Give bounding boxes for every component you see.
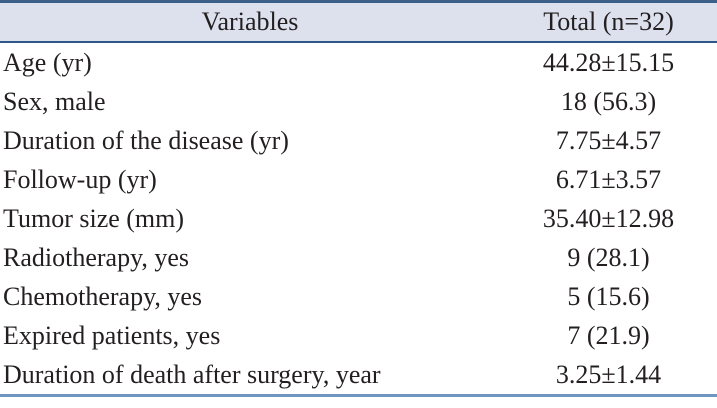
variable-value: 7 (21.9) bbox=[567, 320, 650, 350]
table-header-row: Variables Total (n=32) bbox=[0, 0, 717, 43]
variable-label: Chemotherapy, yes bbox=[3, 281, 203, 311]
variable-value: 3.25±1.44 bbox=[500, 355, 717, 397]
patient-characteristics-table: Variables Total (n=32) Age (yr) 44.28±15… bbox=[0, 0, 717, 397]
table-row: Duration of death after surgery, year 3.… bbox=[0, 355, 717, 397]
column-header-variables: Variables bbox=[0, 0, 500, 43]
variable-label: Expired patients, yes bbox=[3, 320, 221, 350]
variable-label: Radiotherapy, yes bbox=[3, 242, 190, 272]
variable-value: 7.75±4.57 bbox=[555, 125, 662, 155]
table-row: Chemotherapy, yes 5 (15.6) bbox=[0, 277, 717, 316]
table-row: Radiotherapy, yes 9 (28.1) bbox=[0, 238, 717, 277]
variable-value: 18 (56.3) bbox=[560, 86, 657, 116]
table-row: Follow-up (yr) 6.71±3.57 bbox=[0, 160, 717, 199]
table-row: Tumor size (mm) 35.40±12.98 bbox=[0, 199, 717, 238]
variable-value: 9 (28.1) bbox=[567, 242, 650, 272]
column-header-total: Total (n=32) bbox=[500, 0, 717, 43]
variable-label: Tumor size (mm) bbox=[3, 203, 185, 233]
table-row: Expired patients, yes 7 (21.9) bbox=[0, 316, 717, 355]
variable-value: 5 (15.6) bbox=[567, 281, 650, 311]
table-row: Duration of the disease (yr) 7.75±4.57 bbox=[0, 121, 717, 160]
table-row: Sex, male 18 (56.3) bbox=[0, 82, 717, 121]
table-row: Age (yr) 44.28±15.15 bbox=[0, 42, 717, 82]
variable-value: 35.40±12.98 bbox=[542, 203, 675, 233]
variable-value: 6.71±3.57 bbox=[555, 164, 662, 194]
variable-label: Duration of the disease (yr) bbox=[3, 125, 289, 155]
variable-label: Duration of death after surgery, year bbox=[0, 355, 500, 397]
variable-value: 44.28±15.15 bbox=[542, 47, 675, 77]
variable-label: Follow-up (yr) bbox=[3, 164, 157, 194]
variable-label: Sex, male bbox=[3, 86, 106, 116]
variable-label: Age (yr) bbox=[3, 47, 92, 77]
